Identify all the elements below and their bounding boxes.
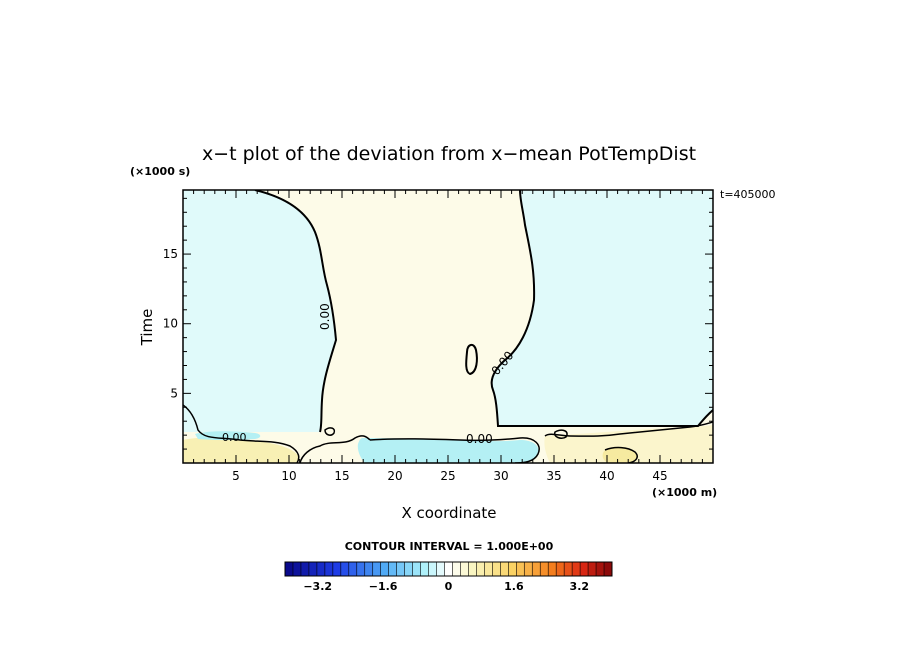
contour-east-spot <box>604 446 638 463</box>
contour-center-band <box>369 437 540 463</box>
contour-west-boundary <box>254 190 338 433</box>
colorbar-swatch <box>492 562 501 576</box>
colorbar-tick-label: 0 <box>445 580 453 593</box>
colorbar-swatch <box>292 562 302 576</box>
colorbar-swatch <box>308 562 318 576</box>
y-tick-label: 5 <box>170 386 178 400</box>
band-early-warm-west <box>183 437 299 463</box>
colorbar-swatch <box>580 562 589 576</box>
x-tick-label: 5 <box>232 469 240 483</box>
contour-small-loop-1 <box>324 427 336 436</box>
contour-small-loop-2 <box>553 429 568 439</box>
colorbar-swatch <box>596 562 605 576</box>
y-axis-unit: (×1000 s) <box>130 165 190 178</box>
contour-east-band <box>544 421 713 437</box>
contour-west-wiggle <box>183 404 300 463</box>
contour-label: 0.00 <box>222 431 247 444</box>
y-axis-label: Time <box>138 309 156 347</box>
axis-ticks: 5 10 15 20 25 30 35 40 45 5 10 15 <box>163 190 714 483</box>
colorbar-swatch <box>364 562 374 576</box>
colorbar-swatch <box>484 562 493 576</box>
region-west-cool <box>183 190 336 432</box>
colorbar-swatch <box>396 562 406 576</box>
x-tick-label: 25 <box>440 469 455 483</box>
colorbar-swatch <box>532 562 541 576</box>
colorbar-tick-label: 1.6 <box>504 580 524 593</box>
x-axis-unit: (×1000 m) <box>652 486 717 499</box>
colorbar-swatch <box>436 562 446 576</box>
contour-east-boundary <box>490 190 713 427</box>
colorbar-swatch <box>516 562 525 576</box>
colorbar-swatch <box>316 562 326 576</box>
colorbar-swatch <box>460 562 469 576</box>
colorbar-swatch <box>372 562 382 576</box>
colorbar-swatch <box>556 562 565 576</box>
contour-lines <box>183 190 713 463</box>
x-tick-label: 10 <box>281 469 296 483</box>
colorbar-swatch <box>540 562 549 576</box>
colorbar-swatch <box>285 562 294 576</box>
band-early-warm-east <box>544 425 713 463</box>
x-tick-label: 35 <box>546 469 561 483</box>
contour-label: 0.00 <box>466 432 493 446</box>
colorbar-swatch <box>324 562 334 576</box>
colorbar-swatch <box>404 562 414 576</box>
colorbar-swatch <box>332 562 342 576</box>
plot-area: 0.00 0.00 0.00 0.00 <box>183 190 713 463</box>
colorbar-swatch <box>468 562 477 576</box>
colorbar-swatch <box>548 562 557 576</box>
colorbar-tick-label: 3.2 <box>570 580 590 593</box>
colorbar-swatch <box>412 562 422 576</box>
y-tick-label: 10 <box>163 317 178 331</box>
contour-mid-blob <box>465 344 478 376</box>
region-east-cool <box>491 190 713 426</box>
x-tick-label: 15 <box>334 469 349 483</box>
colorbar-swatch <box>428 562 438 576</box>
x-tick-label: 45 <box>652 469 667 483</box>
chart-title: x−t plot of the deviation from x−mean Po… <box>202 143 696 165</box>
colorbar-swatch <box>508 562 517 576</box>
colorbar-swatch <box>500 562 509 576</box>
x-tick-label: 40 <box>599 469 614 483</box>
contour-interval-label: CONTOUR INTERVAL = 1.000E+00 <box>345 540 554 553</box>
colorbar-frame <box>284 561 613 577</box>
colorbar: −3.2 −1.6 0 1.6 3.2 <box>284 561 613 593</box>
colorbar-tick-label: −3.2 <box>303 580 332 593</box>
colorbar-swatch <box>388 562 398 576</box>
colorbar-swatch <box>300 562 310 576</box>
colorbar-swatch <box>452 562 461 576</box>
x-tick-label: 30 <box>493 469 508 483</box>
x-axis-label: X coordinate <box>401 504 496 522</box>
colorbar-swatch <box>380 562 390 576</box>
colorbar-swatch <box>420 562 430 576</box>
colorbar-swatch <box>564 562 573 576</box>
colorbar-swatch <box>476 562 485 576</box>
colorbar-swatch <box>348 562 358 576</box>
colorbar-tick-label: −1.6 <box>369 580 398 593</box>
contour-label: 0.00 <box>318 303 332 330</box>
band-early-cool-center <box>357 438 539 463</box>
colorbar-swatch <box>604 562 613 576</box>
colorbar-swatch <box>524 562 533 576</box>
colorbar-swatch <box>356 562 366 576</box>
colorbar-swatch <box>444 562 453 576</box>
contour-west-wiggle-2 <box>299 435 371 463</box>
time-annotation: t=405000 <box>720 188 776 201</box>
colorbar-swatch <box>572 562 581 576</box>
x-tick-label: 20 <box>387 469 402 483</box>
colorbar-swatch <box>340 562 350 576</box>
colorbar-swatch <box>588 562 597 576</box>
y-tick-label: 15 <box>163 247 178 261</box>
